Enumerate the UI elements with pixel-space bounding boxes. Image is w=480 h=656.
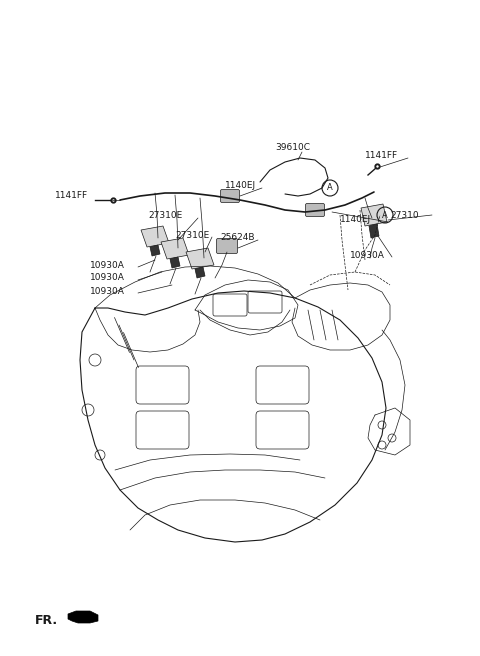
Text: FR.: FR. [35,613,58,626]
Text: 1141FF: 1141FF [55,190,88,199]
Polygon shape [186,248,214,269]
Text: A: A [382,211,388,220]
Text: 10930A: 10930A [90,287,125,295]
Text: A: A [327,184,333,192]
Polygon shape [369,224,379,238]
Text: 10930A: 10930A [90,260,125,270]
FancyBboxPatch shape [220,190,240,203]
FancyBboxPatch shape [305,203,324,216]
Text: 39610C: 39610C [275,144,310,152]
Polygon shape [170,257,180,268]
Polygon shape [195,267,205,278]
Text: 27310E: 27310E [148,211,182,220]
Text: 10930A: 10930A [350,251,385,260]
FancyBboxPatch shape [216,239,238,253]
Polygon shape [141,226,169,247]
Text: 1141FF: 1141FF [365,150,398,159]
Text: 10930A: 10930A [90,274,125,283]
Text: 1140EJ: 1140EJ [340,216,371,224]
Polygon shape [68,611,98,623]
Text: 27310E: 27310E [175,230,209,239]
Polygon shape [161,238,189,259]
Polygon shape [361,204,387,226]
Text: 27310: 27310 [390,211,419,220]
Text: 25624B: 25624B [220,234,254,243]
Polygon shape [150,245,160,256]
Text: 1140EJ: 1140EJ [225,180,256,190]
